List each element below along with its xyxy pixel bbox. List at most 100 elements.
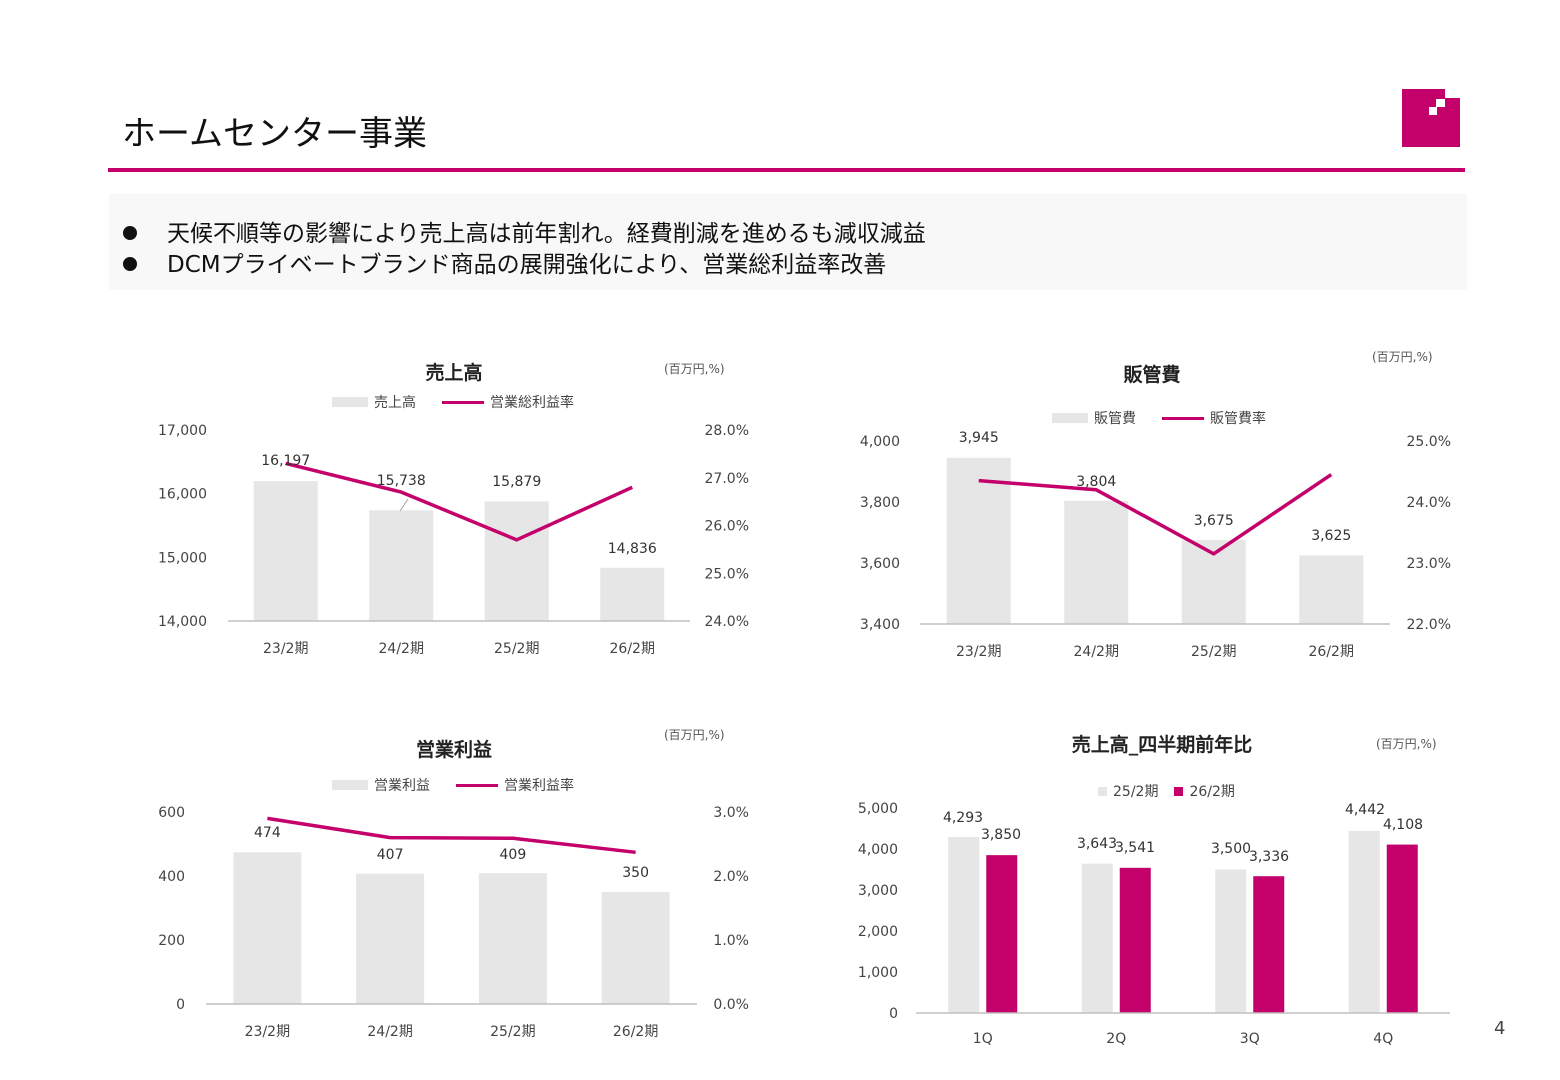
y-tick-label: 3,800 <box>860 495 900 511</box>
chart-title: 売上高 <box>425 362 483 384</box>
chart-legend: 営業利益 営業利益率 <box>332 775 574 795</box>
y-tick-label: 200 <box>158 933 185 949</box>
y-tick-label: 17,000 <box>158 423 207 439</box>
y2-tick-label: 28.0% <box>705 423 749 439</box>
bar <box>1299 555 1364 624</box>
data-label: 3,643 <box>1077 836 1117 852</box>
y2-tick-label: 0.0% <box>713 997 749 1013</box>
y-tick-label: 3,000 <box>858 883 898 899</box>
chart-unit: (百万円,%) <box>1376 737 1437 751</box>
bullet-text: 天候不順等の影響により売上高は前年割れ。経費削減を進めるも減収減益 <box>167 221 926 247</box>
data-label: 3,625 <box>1311 528 1351 544</box>
data-label: 474 <box>254 825 281 841</box>
legend-label: 販管費率 <box>1210 411 1266 427</box>
y-tick-label: 0 <box>176 997 185 1013</box>
y-tick-label: 600 <box>158 805 185 821</box>
page-title: ホームセンター事業 <box>122 114 427 154</box>
bar <box>478 873 547 1004</box>
x-tick-label: 25/2期 <box>494 641 539 657</box>
legend-swatch-a <box>1098 786 1107 796</box>
line-series <box>978 473 1333 556</box>
data-label: 4,293 <box>943 810 983 826</box>
bar <box>1064 500 1129 624</box>
bar-a <box>948 836 980 1013</box>
bar <box>233 852 302 1004</box>
x-tick-label: 26/2期 <box>1309 644 1354 660</box>
chart-title: 売上高_四半期前年比 <box>1071 734 1253 756</box>
legend-label: 営業総利益率 <box>490 395 574 411</box>
y-tick-label: 2,000 <box>858 924 898 940</box>
legend-line-swatch <box>1162 416 1204 420</box>
chart-title: 販管費 <box>1123 364 1181 386</box>
data-label: 3,541 <box>1115 840 1155 856</box>
x-tick-label: 26/2期 <box>613 1024 658 1040</box>
y-tick-label: 3,600 <box>860 556 900 572</box>
chart-legend: 売上高 営業総利益率 <box>332 392 574 412</box>
bullet-item: 天候不順等の影響により売上高は前年割れ。経費削減を進めるも減収減益 <box>123 214 926 248</box>
x-tick-label: 2Q <box>1106 1031 1126 1047</box>
data-label: 4,442 <box>1345 802 1385 818</box>
y2-tick-label: 25.0% <box>705 566 749 582</box>
y-tick-label: 0 <box>889 1006 898 1022</box>
bullet-dot-icon <box>123 256 137 271</box>
data-label: 3,804 <box>1076 474 1116 490</box>
chart-title: 営業利益 <box>415 739 493 761</box>
data-label: 409 <box>500 847 527 863</box>
data-label: 407 <box>377 847 404 863</box>
legend-line-swatch <box>442 400 484 404</box>
data-label: 15,738 <box>377 473 426 489</box>
data-label: 16,197 <box>261 453 310 469</box>
bar-b <box>986 855 1018 1013</box>
data-label: 3,850 <box>981 827 1021 843</box>
x-tick-label: 4Q <box>1373 1031 1393 1047</box>
legend-line-swatch <box>456 783 498 787</box>
data-label: 3,675 <box>1194 513 1234 529</box>
chart-unit: (百万円,%) <box>664 362 725 376</box>
y-tick-label: 16,000 <box>158 487 207 503</box>
y2-tick-label: 27.0% <box>705 471 749 487</box>
y2-tick-label: 3.0% <box>713 805 749 821</box>
x-tick-label: 25/2期 <box>1191 644 1236 660</box>
x-tick-label: 24/2期 <box>1074 644 1119 660</box>
data-label: 4,108 <box>1383 817 1423 833</box>
bar-b <box>1119 867 1151 1013</box>
legend-bar-swatch <box>332 397 368 407</box>
bar-a <box>1348 830 1380 1013</box>
legend-swatch-b <box>1174 786 1184 796</box>
bar <box>253 481 318 621</box>
bar-b <box>1386 844 1418 1013</box>
chart-legend: 販管費 販管費率 <box>1052 408 1266 428</box>
bullet-box: 天候不順等の影響により売上高は前年割れ。経費削減を進めるも減収減益 DCMプライ… <box>109 194 1467 290</box>
legend-label: 営業利益率 <box>504 778 574 794</box>
y-tick-label: 5,000 <box>858 801 898 817</box>
bar <box>600 567 665 621</box>
bullet-dot-icon <box>123 225 137 240</box>
y2-tick-label: 26.0% <box>705 519 749 535</box>
bar-a <box>1081 863 1113 1013</box>
x-tick-label: 24/2期 <box>367 1024 412 1040</box>
data-label: 15,879 <box>492 474 541 490</box>
y-tick-label: 3,400 <box>860 617 900 633</box>
title-rule <box>108 168 1465 172</box>
data-label: 350 <box>622 865 649 881</box>
y-tick-label: 4,000 <box>858 842 898 858</box>
x-tick-label: 23/2期 <box>263 641 308 657</box>
legend-label: 売上高 <box>374 395 416 411</box>
y-tick-label: 400 <box>158 869 185 885</box>
logo <box>1402 89 1460 147</box>
chart-legend: 25/2期 26/2期 <box>1098 781 1235 801</box>
legend-label: 販管費 <box>1094 411 1136 427</box>
bar <box>601 892 670 1004</box>
y-tick-label: 1,000 <box>858 965 898 981</box>
y2-tick-label: 24.0% <box>705 614 749 630</box>
legend-bar-swatch <box>1052 413 1088 423</box>
y2-tick-label: 22.0% <box>1407 617 1451 633</box>
line-series <box>285 461 633 542</box>
bar <box>369 510 434 621</box>
y2-tick-label: 25.0% <box>1407 434 1451 450</box>
y2-tick-label: 23.0% <box>1407 556 1451 572</box>
